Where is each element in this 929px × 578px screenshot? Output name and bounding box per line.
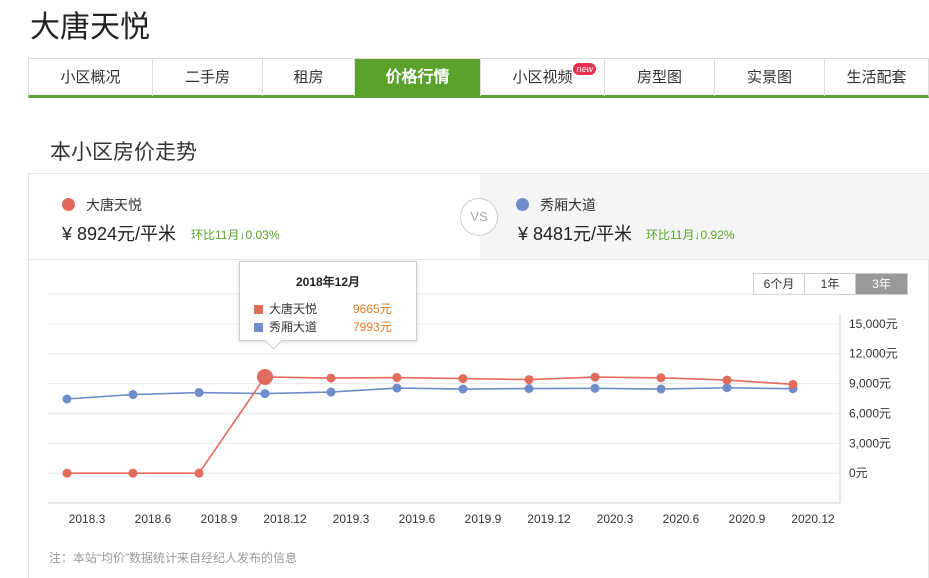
data-point bbox=[62, 468, 72, 478]
tab-label: 房型图 bbox=[636, 69, 682, 86]
legend-square-icon bbox=[254, 323, 263, 332]
x-tick-label: 2019.12 bbox=[527, 512, 571, 526]
data-point bbox=[722, 383, 732, 393]
tab-photos[interactable]: 实景图 bbox=[715, 59, 825, 96]
tab-label: 租房 bbox=[293, 69, 324, 86]
range-6m-button[interactable]: 6个月 bbox=[754, 274, 805, 294]
y-tick-label: 12,000元 bbox=[849, 347, 898, 361]
data-point bbox=[458, 374, 468, 384]
data-point bbox=[722, 375, 732, 385]
tab-overview[interactable]: 小区概况 bbox=[29, 59, 153, 96]
tab-label: 实景图 bbox=[746, 69, 792, 86]
data-point bbox=[392, 383, 402, 393]
tab-label: 小区概况 bbox=[60, 69, 121, 86]
x-tick-label: 2020.9 bbox=[729, 512, 766, 526]
y-tick-label: 3,000元 bbox=[849, 436, 891, 450]
tooltip-value: 9665元 bbox=[353, 302, 392, 316]
chart-tooltip: 2018年12月 大唐天悦 9665元 秀厢大道 7993元 bbox=[239, 261, 417, 341]
tab-second-hand[interactable]: 二手房 bbox=[153, 59, 263, 96]
highlighted-point bbox=[257, 368, 273, 385]
tab-bar: 小区概况 二手房 租房 价格行情 小区视频 new 房型图 实景图 生活配套 bbox=[28, 58, 929, 98]
tab-price-trend[interactable]: 价格行情 bbox=[355, 59, 481, 96]
new-badge: new bbox=[573, 63, 596, 75]
compare-left-price: ¥ 8924元/平米 bbox=[62, 224, 177, 244]
tooltip-series-name: 大唐天悦 bbox=[269, 302, 318, 316]
tooltip-row: 秀厢大道 bbox=[254, 318, 317, 335]
series-line bbox=[67, 376, 794, 474]
vs-badge: VS bbox=[460, 198, 498, 236]
footnote: 注：本站“均价”数据统计来自经纪人发布的信息 bbox=[49, 551, 297, 565]
series-dot-icon bbox=[516, 198, 529, 211]
x-tick-label: 2019.9 bbox=[465, 512, 502, 526]
compare-left-name: 大唐天悦 bbox=[86, 197, 142, 213]
tab-video[interactable]: 小区视频 new bbox=[481, 59, 605, 96]
range-3y-button[interactable]: 3年 bbox=[856, 274, 907, 294]
series-dot-icon bbox=[62, 198, 75, 211]
tooltip-value: 7993元 bbox=[353, 320, 392, 334]
x-tick-label: 2020.12 bbox=[791, 512, 835, 526]
tab-label: 小区视频 bbox=[512, 69, 573, 86]
tab-amenities[interactable]: 生活配套 bbox=[825, 59, 928, 96]
data-point bbox=[590, 383, 600, 393]
compare-right-change: 环比11月↓0.92% bbox=[646, 228, 735, 242]
data-point bbox=[128, 468, 138, 478]
tab-rent[interactable]: 租房 bbox=[263, 59, 355, 96]
x-tick-label: 2018.6 bbox=[135, 512, 172, 526]
tab-floor-plan[interactable]: 房型图 bbox=[605, 59, 715, 96]
data-point bbox=[260, 389, 270, 399]
data-point bbox=[656, 384, 666, 394]
compare-left: 大唐天悦 ¥ 8924元/平米 环比11月↓0.03% bbox=[29, 174, 480, 260]
y-tick-label: 9,000元 bbox=[849, 377, 891, 391]
compare-right-price: ¥ 8481元/平米 bbox=[518, 224, 633, 244]
compare-right-name: 秀厢大道 bbox=[540, 197, 596, 213]
data-point bbox=[656, 373, 666, 383]
series-line bbox=[66, 386, 794, 400]
section-title: 本小区房价走势 bbox=[50, 141, 197, 164]
tooltip-series-name: 秀厢大道 bbox=[269, 320, 318, 334]
data-point bbox=[194, 468, 204, 478]
x-tick-label: 2020.3 bbox=[597, 512, 634, 526]
data-point bbox=[392, 373, 402, 383]
data-point bbox=[788, 379, 798, 389]
time-range-selector: 6个月 1年 3年 bbox=[753, 273, 908, 295]
data-point bbox=[590, 372, 600, 382]
price-compare-panel: 大唐天悦 ¥ 8924元/平米 环比11月↓0.03% 秀厢大道 ¥ 8481元… bbox=[28, 173, 929, 260]
x-tick-label: 2019.3 bbox=[333, 512, 370, 526]
compare-left-change: 环比11月↓0.03% bbox=[191, 228, 280, 242]
y-tick-label: 6,000元 bbox=[849, 406, 891, 420]
data-point bbox=[524, 384, 534, 394]
tab-label: 价格行情 bbox=[385, 69, 450, 86]
data-point bbox=[326, 373, 336, 383]
x-tick-label: 2020.6 bbox=[663, 512, 700, 526]
tooltip-title: 2018年12月 bbox=[295, 275, 361, 289]
range-1y-button[interactable]: 1年 bbox=[805, 274, 856, 294]
tooltip-row: 大唐天悦 bbox=[254, 300, 317, 317]
data-point bbox=[326, 387, 336, 397]
data-point bbox=[458, 384, 468, 394]
data-point bbox=[524, 375, 534, 385]
page-title: 大唐天悦 bbox=[30, 11, 150, 44]
y-tick-label: 0元 bbox=[849, 466, 868, 480]
x-tick-label: 2018.12 bbox=[263, 512, 307, 526]
data-point bbox=[62, 394, 72, 404]
x-tick-label: 2019.6 bbox=[399, 512, 436, 526]
tab-label: 生活配套 bbox=[846, 69, 907, 86]
data-point bbox=[128, 390, 138, 400]
compare-right: 秀厢大道 ¥ 8481元/平米 环比11月↓0.92% bbox=[480, 174, 929, 260]
x-tick-label: 2018.3 bbox=[69, 512, 106, 526]
tab-label: 二手房 bbox=[184, 69, 230, 86]
y-tick-label: 15,000元 bbox=[849, 317, 898, 331]
x-tick-label: 2018.9 bbox=[201, 512, 238, 526]
legend-square-icon bbox=[254, 305, 263, 314]
data-point bbox=[194, 388, 204, 398]
